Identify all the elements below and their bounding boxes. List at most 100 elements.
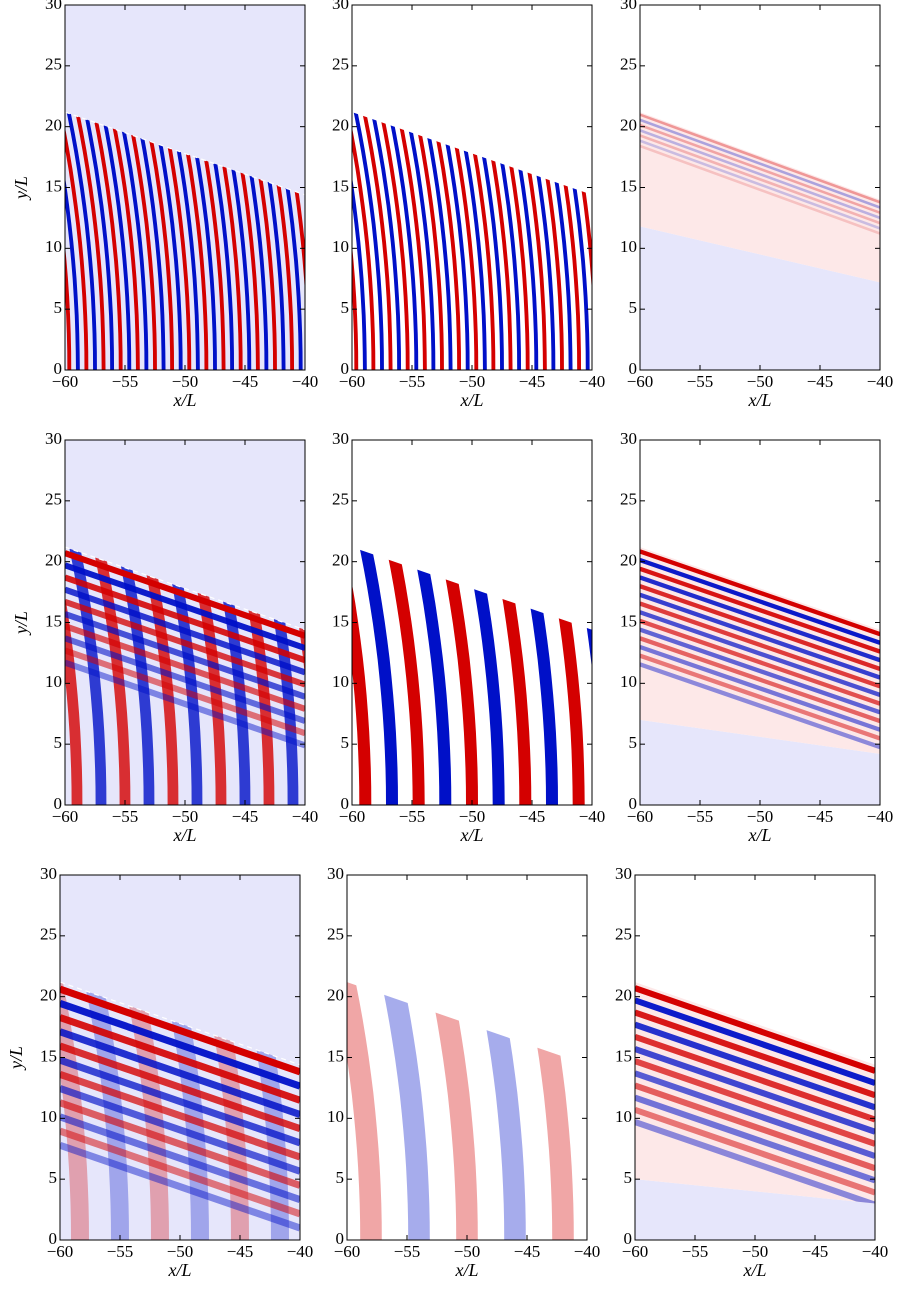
wave-crest [60,1113,300,1204]
y-tick-label: 25 [45,490,62,509]
panel: −60 −55 −50 −45 −40 0 5 10 15 20 25 30 x/L y/L [6,864,313,1280]
wave-crest [234,547,299,805]
wave-crest [60,982,129,1240]
wave-crest [66,547,131,805]
wave-crest [117,112,175,371]
y-tick-label: 0 [54,359,63,378]
y-tick-label: 30 [332,429,349,448]
wave-crest [490,112,547,371]
wave-crest [60,1000,300,1090]
wave-crest [65,586,305,676]
wave-crest [352,112,384,371]
x-tick-label: −40 [862,1242,889,1261]
y-tick-label: 0 [629,359,638,378]
y-tick-label: 20 [40,986,57,1005]
y-tick-label: 15 [45,176,62,195]
y-tick-label: 30 [332,0,349,13]
wave-crest [177,112,235,371]
x-tick-label: −50 [459,372,486,391]
wave-crest [65,112,89,371]
y-tick-label: 0 [624,1229,633,1248]
wave-crest [352,112,376,371]
x-tick-label: −60 [52,807,79,826]
x-tick-label: −50 [459,807,486,826]
x-tick-label: −40 [292,372,319,391]
wave-crest [635,997,875,1086]
x-axis-label: x/L [454,1260,478,1280]
wave-crest [403,982,478,1240]
wave-crest [640,123,880,214]
wave-crest [640,113,880,204]
panel: −60 −55 −50 −45 −40 0 5 10 15 20 25 30 x/L [332,429,605,845]
panel: −60 −55 −50 −45 −40 0 5 10 15 20 25 30 x/L [332,0,605,410]
wave-crest [515,112,573,371]
x-tick-label: −50 [172,807,199,826]
wave-crest [498,112,556,371]
wave-crest [413,112,470,371]
wave-crest [640,558,880,645]
wave-crest [635,1106,875,1196]
wave-crest [473,112,530,371]
wave-crest [210,547,275,805]
panel-background [347,875,587,1240]
wave-crest [440,547,505,805]
front-line [64,546,306,631]
y-tick-label: 0 [54,794,63,813]
wave-crest [640,592,880,680]
wave-crest [65,659,305,749]
y-tick-label: 5 [54,733,63,752]
wave-crest [499,982,574,1240]
wave-crest [360,547,425,805]
x-tick-label: −45 [232,372,259,391]
x-tick-label: −40 [867,807,894,826]
wave-crest [60,1070,300,1161]
y-tick-label: 15 [40,1046,57,1065]
wave-crest [60,1028,300,1118]
wave-crest [108,112,166,371]
y-tick-label: 20 [332,116,349,135]
y-tick-label: 20 [620,551,637,570]
x-tick-label: −50 [167,1242,194,1261]
wave-crest [635,1094,875,1184]
y-tick-label: 25 [327,925,344,944]
wave-field [65,547,305,805]
wave-crest [464,112,522,371]
x-tick-label: −40 [574,1242,601,1261]
x-tick-label: −55 [687,807,714,826]
wave-crest [387,112,444,371]
wave-crest [203,112,260,371]
wave-crest [640,636,880,724]
wave-crest [524,112,582,371]
y-tick-label: 10 [40,1107,57,1126]
wave-crest [352,112,393,371]
x-tick-label: −55 [112,372,139,391]
x-tick-label: −50 [454,1242,481,1261]
x-tick-label: −60 [339,372,366,391]
y-tick-label: 30 [620,429,637,448]
y-tick-label: 25 [332,55,349,74]
wave-crest [635,1021,875,1111]
y-tick-label: 30 [45,429,62,448]
x-axis-label: x/L [742,1260,766,1280]
y-tick-label: 0 [341,794,350,813]
panel: −60 −55 −50 −45 −40 0 5 10 15 20 25 30 x/L [620,429,893,845]
wave-crest [635,1046,875,1135]
wave-crest [65,611,305,700]
x-tick-label: −45 [232,807,259,826]
wave-crest [211,112,269,371]
y-tick-label: 5 [54,298,63,317]
panel: −60 −55 −50 −45 −40 0 5 10 15 20 25 30 x/L [620,0,893,410]
wave-crest [65,547,83,805]
panel: −60 −55 −50 −45 −40 0 5 10 15 20 25 30 x/L [327,864,601,1280]
wave-crest [430,112,487,371]
y-tick-label: 30 [40,864,57,883]
y-tick-label: 5 [629,733,638,752]
y-tick-label: 5 [341,733,350,752]
wave-crest [151,112,209,371]
wave-crest [60,982,89,1240]
wave-crest [65,647,305,737]
front-line [64,111,306,196]
y-tick-label: 15 [620,176,637,195]
wave-crest [635,1070,875,1159]
